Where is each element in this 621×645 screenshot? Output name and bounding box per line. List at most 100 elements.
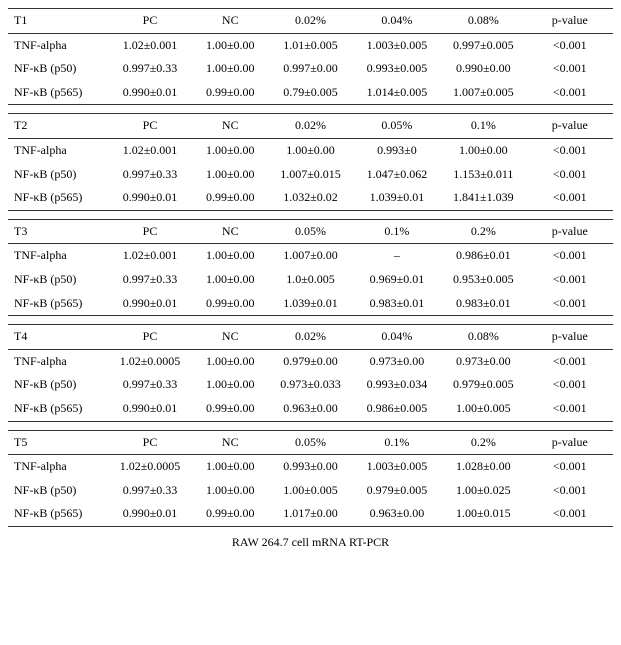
col-d1-header: 0.05% <box>267 430 353 455</box>
cell: 0.990±0.01 <box>107 292 193 316</box>
table-row: NF-κB (p565) 0.990±0.01 0.99±0.00 1.017±… <box>8 502 613 526</box>
cell: 0.979±0.005 <box>354 479 440 503</box>
row-label-p565: NF-κB (p565) <box>8 81 107 105</box>
cell: <0.001 <box>527 349 613 373</box>
cell: <0.001 <box>527 81 613 105</box>
cell: 1.02±0.0005 <box>107 455 193 479</box>
row-label-tnf: TNF-alpha <box>8 138 107 162</box>
col-nc-header: NC <box>193 430 267 455</box>
table-caption: RAW 264.7 cell mRNA RT-PCR <box>8 535 613 556</box>
cell: <0.001 <box>527 163 613 187</box>
table-row: TNF-alpha 1.02±0.001 1.00±0.00 1.00±0.00… <box>8 138 613 162</box>
cell: 0.993±0 <box>354 138 440 162</box>
table-row: NF-κB (p50) 0.997±0.33 1.00±0.00 0.973±0… <box>8 373 613 397</box>
cell: 1.00±0.00 <box>193 33 267 57</box>
cell: 1.003±0.005 <box>354 455 440 479</box>
cell: <0.001 <box>527 268 613 292</box>
col-d2-header: 0.04% <box>354 325 440 350</box>
data-table: T1 PC NC 0.02% 0.04% 0.08% p-value TNF-a… <box>8 8 613 105</box>
cell: 1.153±0.011 <box>440 163 526 187</box>
row-label-p50: NF-κB (p50) <box>8 57 107 81</box>
cell: 1.00±0.00 <box>193 373 267 397</box>
cell: 0.997±0.00 <box>267 57 353 81</box>
cell: 1.00±0.00 <box>193 268 267 292</box>
cell: 0.99±0.00 <box>193 502 267 526</box>
cell: 0.990±0.01 <box>107 186 193 210</box>
col-pc-header: PC <box>107 219 193 244</box>
col-nc-header: NC <box>193 114 267 139</box>
cell: 0.993±0.034 <box>354 373 440 397</box>
data-table: T5 PC NC 0.05% 0.1% 0.2% p-value TNF-alp… <box>8 430 613 527</box>
cell: 1.032±0.02 <box>267 186 353 210</box>
cell: 1.00±0.00 <box>193 57 267 81</box>
col-d3-header: 0.1% <box>440 114 526 139</box>
table-row: TNF-alpha 1.02±0.0005 1.00±0.00 0.979±0.… <box>8 349 613 373</box>
cell: <0.001 <box>527 502 613 526</box>
col-pvalue-header: p-value <box>527 430 613 455</box>
cell: 1.039±0.01 <box>354 186 440 210</box>
cell: 1.00±0.00 <box>193 163 267 187</box>
col-label-header: T1 <box>8 9 107 34</box>
cell: 1.003±0.005 <box>354 33 440 57</box>
cell: 1.017±0.00 <box>267 502 353 526</box>
cell: 1.00±0.00 <box>440 138 526 162</box>
col-nc-header: NC <box>193 9 267 34</box>
table-row: TNF-alpha 1.02±0.001 1.00±0.00 1.01±0.00… <box>8 33 613 57</box>
table-header-row: T3 PC NC 0.05% 0.1% 0.2% p-value <box>8 219 613 244</box>
col-pc-header: PC <box>107 325 193 350</box>
cell: 0.997±0.33 <box>107 57 193 81</box>
col-nc-header: NC <box>193 325 267 350</box>
cell: 1.841±1.039 <box>440 186 526 210</box>
cell: 1.02±0.001 <box>107 33 193 57</box>
col-d3-header: 0.2% <box>440 219 526 244</box>
cell: 1.00±0.025 <box>440 479 526 503</box>
cell: <0.001 <box>527 186 613 210</box>
table-header-row: T2 PC NC 0.02% 0.05% 0.1% p-value <box>8 114 613 139</box>
data-table: T4 PC NC 0.02% 0.04% 0.08% p-value TNF-a… <box>8 324 613 421</box>
row-label-p565: NF-κB (p565) <box>8 502 107 526</box>
cell: 0.997±0.33 <box>107 268 193 292</box>
cell: 0.997±0.005 <box>440 33 526 57</box>
row-label-p50: NF-κB (p50) <box>8 268 107 292</box>
cell: 1.014±0.005 <box>354 81 440 105</box>
cell: <0.001 <box>527 373 613 397</box>
table-row: NF-κB (p50) 0.997±0.33 1.00±0.00 0.997±0… <box>8 57 613 81</box>
row-label-p565: NF-κB (p565) <box>8 292 107 316</box>
cell: 0.953±0.005 <box>440 268 526 292</box>
data-table: T3 PC NC 0.05% 0.1% 0.2% p-value TNF-alp… <box>8 219 613 316</box>
cell: 1.007±0.00 <box>267 244 353 268</box>
table-row: NF-κB (p565) 0.990±0.01 0.99±0.00 1.039±… <box>8 292 613 316</box>
cell: 0.973±0.00 <box>440 349 526 373</box>
col-d1-header: 0.02% <box>267 9 353 34</box>
col-pvalue-header: p-value <box>527 219 613 244</box>
col-pc-header: PC <box>107 114 193 139</box>
table-row: NF-κB (p50) 0.997±0.33 1.00±0.00 1.0±0.0… <box>8 268 613 292</box>
cell: 0.99±0.00 <box>193 186 267 210</box>
cell: 1.00±0.00 <box>193 455 267 479</box>
table-header-row: T5 PC NC 0.05% 0.1% 0.2% p-value <box>8 430 613 455</box>
col-d2-header: 0.1% <box>354 219 440 244</box>
table-row: NF-κB (p565) 0.990±0.01 0.99±0.00 0.79±0… <box>8 81 613 105</box>
row-label-tnf: TNF-alpha <box>8 244 107 268</box>
cell: <0.001 <box>527 479 613 503</box>
cell: 0.969±0.01 <box>354 268 440 292</box>
col-d1-header: 0.02% <box>267 114 353 139</box>
cell: 0.973±0.033 <box>267 373 353 397</box>
cell: 0.990±0.01 <box>107 81 193 105</box>
cell: 1.00±0.00 <box>267 138 353 162</box>
cell: 0.979±0.005 <box>440 373 526 397</box>
col-d2-header: 0.1% <box>354 430 440 455</box>
col-pvalue-header: p-value <box>527 325 613 350</box>
cell: 0.979±0.00 <box>267 349 353 373</box>
table-row: NF-κB (p565) 0.990±0.01 0.99±0.00 0.963±… <box>8 397 613 421</box>
row-label-tnf: TNF-alpha <box>8 33 107 57</box>
col-label-header: T5 <box>8 430 107 455</box>
col-label-header: T2 <box>8 114 107 139</box>
cell: 1.0±0.005 <box>267 268 353 292</box>
col-pc-header: PC <box>107 430 193 455</box>
cell: 0.963±0.00 <box>354 502 440 526</box>
cell: 0.99±0.00 <box>193 292 267 316</box>
cell: 0.990±0.00 <box>440 57 526 81</box>
row-label-p565: NF-κB (p565) <box>8 397 107 421</box>
row-label-tnf: TNF-alpha <box>8 349 107 373</box>
